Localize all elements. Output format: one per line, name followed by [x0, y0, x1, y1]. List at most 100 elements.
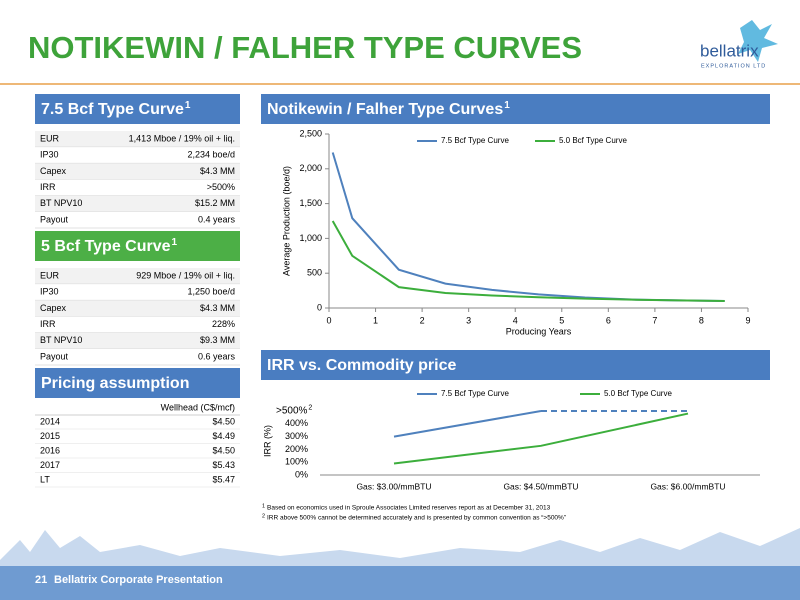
table-row: [35, 147, 240, 164]
table-title: Pricing assumption: [41, 375, 189, 392]
row-value: 2,234 boe/d: [187, 150, 235, 160]
y-tick-label: 0: [317, 302, 322, 312]
table-row: [35, 195, 240, 212]
row-label: 2015: [40, 431, 60, 441]
slide-title: NOTIKEWIN / FALHER TYPE CURVES: [28, 30, 582, 65]
y-tick-label: 2,500: [299, 128, 322, 138]
row-label: Capex: [40, 166, 67, 176]
series-line: [331, 220, 725, 303]
footnote-mark: 2: [262, 513, 265, 519]
legend-label: 7.5 Bcf Type Curve: [441, 136, 509, 145]
y-tick-label: 400%: [285, 418, 308, 428]
x-tick-label: 6: [606, 315, 611, 325]
column-header: Wellhead (C$/mcf): [161, 402, 235, 412]
legend-label: 7.5 Bcf Type Curve: [441, 389, 509, 398]
y-tick-label: 0%: [295, 469, 308, 479]
row-value: $9.3 MM: [200, 335, 235, 345]
superscript: 1: [185, 100, 191, 111]
row-value: 1,413 Mboe / 19% oil + liq.: [129, 133, 235, 143]
table-header: [35, 94, 240, 124]
table-row: [35, 163, 240, 180]
x-tick-label: 1: [373, 315, 378, 325]
row-value: 929 Mboe / 19% oil + liq.: [136, 270, 235, 280]
table-row: [35, 284, 240, 301]
superscript: 1: [504, 100, 510, 111]
y-tick-label: 1,500: [299, 198, 322, 208]
row-label: EUR: [40, 133, 60, 143]
row-label: EUR: [40, 270, 60, 280]
row-label: BT NPV10: [40, 335, 82, 345]
x-tick-label: Gas: $6.00/mmBTU: [650, 481, 725, 491]
row-value: $4.50: [212, 416, 235, 426]
row-value: 0.4 years: [198, 214, 236, 224]
row-value: $4.49: [212, 431, 235, 441]
y-axis-label: Average Production (boe/d): [281, 166, 291, 276]
footnote: Based on economics used in Sproule Assoc…: [267, 505, 551, 512]
row-value: >500%: [207, 182, 235, 192]
logo-star: [738, 20, 778, 62]
row-label: 2014: [40, 416, 60, 426]
row-label: Capex: [40, 303, 67, 313]
x-tick-label: Gas: $3.00/mmBTU: [356, 481, 431, 491]
table-title: 5 Bcf Type Curve: [41, 238, 171, 255]
row-value: $5.47: [212, 474, 235, 484]
legend-label: 5.0 Bcf Type Curve: [604, 389, 672, 398]
x-tick-label: 3: [466, 315, 471, 325]
row-label: Payout: [40, 351, 69, 361]
row-label: IP30: [40, 150, 59, 160]
x-tick-label: 9: [745, 315, 750, 325]
x-tick-label: 7: [652, 315, 657, 325]
y-tick-label: 300%: [285, 431, 308, 441]
y-tick-label: >500%: [276, 406, 308, 417]
table-header: [35, 368, 240, 398]
row-label: 2016: [40, 445, 60, 455]
row-label: IRR: [40, 182, 56, 192]
page-number: 21: [35, 574, 47, 586]
table-row: [35, 212, 240, 228]
table-row: [35, 268, 240, 284]
x-tick-label: 0: [326, 315, 331, 325]
row-value: 228%: [212, 319, 235, 329]
legend-label: 5.0 Bcf Type Curve: [559, 136, 627, 145]
row-value: 0.6 years: [198, 351, 236, 361]
y-tick-label: 500: [307, 268, 322, 278]
row-label: IRR: [40, 319, 56, 329]
series-line: [393, 412, 689, 465]
x-tick-label: 5: [559, 315, 564, 325]
x-axis-label: Producing Years: [506, 326, 572, 336]
logo-sub: EXPLORATION LTD: [701, 63, 766, 69]
footnote-mark: 1: [262, 503, 265, 509]
row-label: LT: [40, 474, 50, 484]
x-tick-label: 8: [699, 315, 704, 325]
table-row: [35, 131, 240, 147]
chart-header: [261, 94, 770, 124]
chart-header: [261, 350, 770, 380]
row-value: $5.43: [212, 460, 235, 470]
table-row: [35, 349, 240, 365]
row-label: 2017: [40, 460, 60, 470]
y-tick-label: 200%: [285, 444, 308, 454]
logo: bellatrix: [700, 41, 759, 60]
x-tick-label: 2: [420, 315, 425, 325]
footnote: IRR above 500% cannot be determined accu…: [267, 515, 566, 522]
chart-title: Notikewin / Falher Type Curves: [267, 101, 503, 118]
table-row: [35, 332, 240, 349]
x-tick-label: Gas: $4.50/mmBTU: [503, 481, 578, 491]
table-header: [35, 231, 240, 261]
y-tick-label: 1,000: [299, 233, 322, 243]
table-row: [35, 179, 240, 196]
row-value: $15.2 MM: [195, 198, 235, 208]
x-tick-label: 4: [513, 315, 518, 325]
superscript: 1: [172, 237, 178, 248]
row-label: BT NPV10: [40, 198, 82, 208]
row-value: $4.3 MM: [200, 303, 235, 313]
y-axis-label: IRR (%): [262, 425, 272, 457]
series-line: [393, 410, 542, 438]
table-title: 7.5 Bcf Type Curve: [41, 101, 184, 118]
table-row: [35, 300, 240, 317]
table-row: [35, 316, 240, 333]
footer-band: [0, 566, 800, 600]
row-label: IP30: [40, 287, 59, 297]
row-value: 1,250 boe/d: [187, 287, 235, 297]
